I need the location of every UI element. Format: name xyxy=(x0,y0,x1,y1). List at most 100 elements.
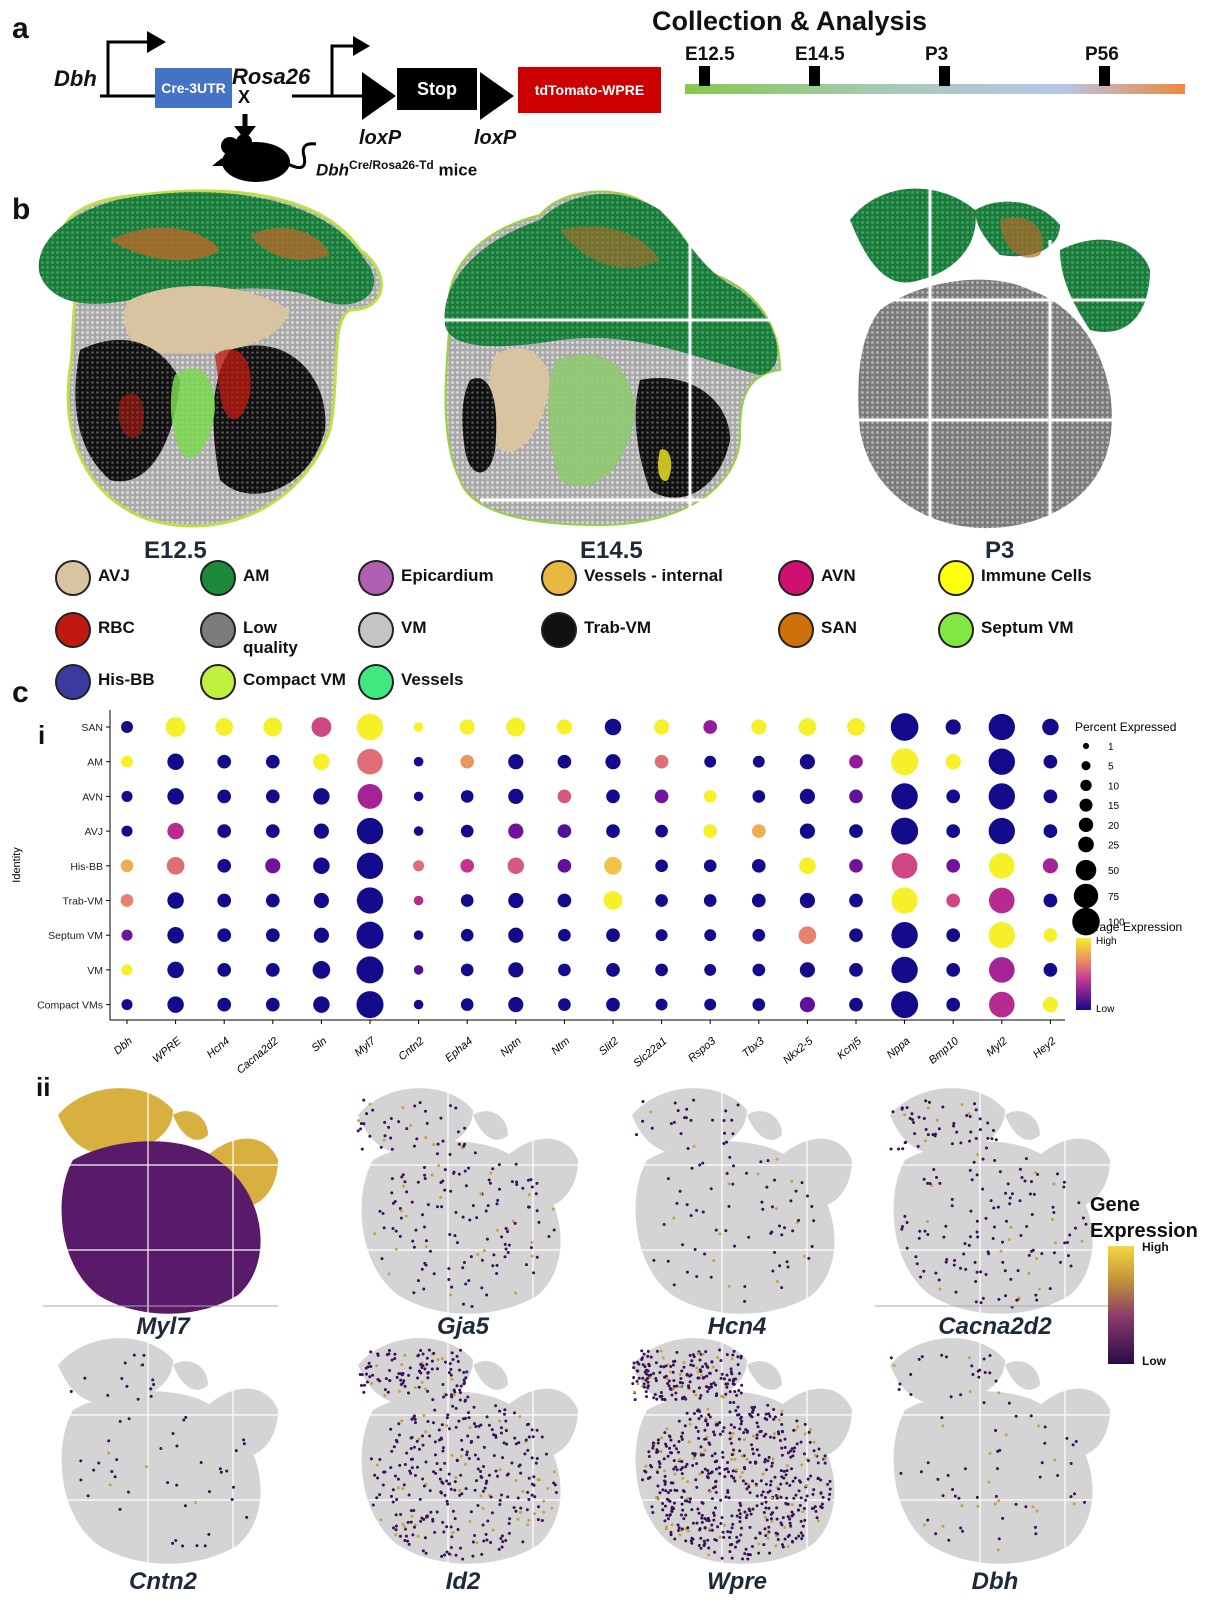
expression-dot xyxy=(828,1492,832,1496)
expression-dot xyxy=(407,1391,411,1395)
expression-dot xyxy=(527,1435,531,1439)
expression-dot xyxy=(754,1482,758,1486)
expression-dot xyxy=(552,1481,556,1485)
expression-dot xyxy=(751,1507,755,1511)
expression-dot xyxy=(679,1467,683,1471)
expression-dot xyxy=(772,1407,776,1411)
expression-dot xyxy=(746,1482,750,1486)
expression-dot xyxy=(744,1428,748,1432)
expression-dot xyxy=(397,1433,401,1437)
expression-dot xyxy=(646,1354,650,1358)
expression-dot xyxy=(1018,1167,1022,1171)
legend-swatch xyxy=(938,612,974,648)
expression-dot xyxy=(773,1475,777,1479)
expression-dot xyxy=(732,1448,736,1452)
dot-mark xyxy=(121,755,133,768)
expression-dot xyxy=(924,1139,928,1143)
expression-dot xyxy=(691,1521,695,1525)
expression-dot xyxy=(704,1350,708,1354)
dot-mark xyxy=(1042,997,1058,1013)
x-tick-label: Hcn4 xyxy=(205,1035,232,1061)
expression-dot xyxy=(732,1400,736,1404)
expression-dot xyxy=(971,1373,975,1377)
expression-dot xyxy=(218,1467,222,1471)
expression-dot xyxy=(444,1393,448,1397)
expression-dot xyxy=(686,1496,690,1500)
expression-dot xyxy=(682,1361,686,1365)
expression-dot xyxy=(1030,1212,1034,1216)
expression-dot xyxy=(750,1544,754,1548)
expression-dot xyxy=(418,1101,422,1105)
dot-mark xyxy=(799,962,815,978)
expression-dot xyxy=(445,1416,449,1420)
expression-dot xyxy=(773,1415,777,1419)
expression-dot xyxy=(422,1166,426,1170)
expression-dot xyxy=(547,1235,551,1239)
dot-mark xyxy=(604,718,622,736)
expression-dot xyxy=(763,1527,767,1531)
dot-mark xyxy=(313,753,330,770)
expression-dot xyxy=(426,1389,430,1393)
dot-mark xyxy=(557,824,572,838)
panel-label-b: b xyxy=(12,193,31,226)
expression-dot xyxy=(382,1226,386,1230)
transgenic-construct-diagram xyxy=(100,31,514,182)
expression-dot xyxy=(763,1457,767,1461)
expression-dot xyxy=(391,1488,395,1492)
expression-dot xyxy=(516,1517,520,1521)
expression-dot xyxy=(656,1441,660,1445)
expression-dot xyxy=(672,1459,676,1463)
expression-dot xyxy=(701,1352,705,1356)
expression-dot xyxy=(674,1397,678,1401)
expression-dot xyxy=(79,1478,83,1482)
y-axis-title: Identity xyxy=(11,847,23,883)
expression-dot xyxy=(728,1378,732,1382)
expression-dot xyxy=(675,1447,679,1451)
expression-dot xyxy=(768,1551,772,1555)
expression-dot xyxy=(1020,1176,1024,1180)
expression-dot xyxy=(938,1181,942,1185)
expression-dot xyxy=(801,1524,805,1528)
expression-dot xyxy=(779,1482,783,1486)
expression-dot xyxy=(721,1455,725,1459)
dot-mark xyxy=(655,929,668,942)
expression-dot xyxy=(678,1372,682,1376)
x-tick-label: Nptn xyxy=(498,1035,524,1059)
expression-dot xyxy=(814,1509,818,1513)
dot-mark xyxy=(356,956,384,984)
expression-dot xyxy=(668,1446,672,1450)
dot-mark xyxy=(655,894,668,907)
expression-dot xyxy=(968,1390,972,1394)
spatial-gene-label: Wpre xyxy=(707,1568,767,1595)
expression-dot xyxy=(770,1461,774,1465)
expression-dot xyxy=(739,1504,743,1508)
expression-dot xyxy=(540,1435,544,1439)
expression-dot xyxy=(666,1363,670,1367)
expression-dot xyxy=(693,1247,697,1251)
size-legend-dot xyxy=(1078,836,1094,853)
expression-dot xyxy=(471,1540,475,1544)
expression-dot xyxy=(710,1360,714,1364)
expression-dot xyxy=(764,1506,768,1510)
expression-dot xyxy=(409,1447,413,1451)
expression-dot xyxy=(905,1106,909,1110)
dot-mark xyxy=(604,856,622,875)
expression-dot xyxy=(780,1286,784,1290)
dot-mark xyxy=(265,858,281,874)
expression-dot xyxy=(794,1536,798,1540)
expression-dot xyxy=(407,1542,411,1546)
expression-dot xyxy=(766,1403,770,1407)
expression-dot xyxy=(439,1116,443,1120)
expression-dot xyxy=(498,1409,502,1413)
expression-dot xyxy=(518,1415,522,1419)
expression-dot xyxy=(151,1378,155,1382)
expression-dot xyxy=(488,1181,492,1185)
expression-dot xyxy=(554,1490,558,1494)
expression-dot xyxy=(731,1432,735,1436)
expression-dot xyxy=(633,1390,637,1394)
expression-dot xyxy=(712,1518,716,1522)
dot-mark xyxy=(752,755,765,768)
expression-dot xyxy=(487,1423,491,1427)
expression-dot xyxy=(941,1524,945,1528)
expression-dot xyxy=(632,1366,636,1370)
